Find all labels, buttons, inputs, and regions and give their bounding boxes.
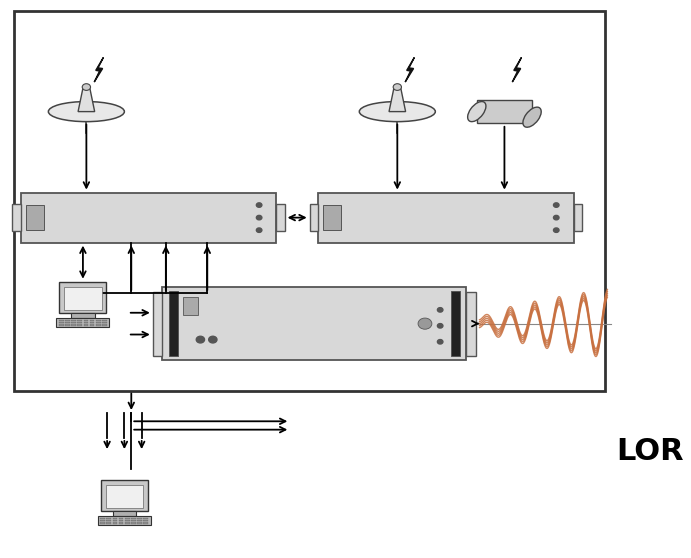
FancyBboxPatch shape [113,518,117,519]
Circle shape [256,228,262,233]
FancyBboxPatch shape [59,322,64,323]
FancyBboxPatch shape [113,522,117,524]
FancyBboxPatch shape [323,205,341,230]
FancyBboxPatch shape [59,282,106,313]
Circle shape [437,324,443,328]
FancyBboxPatch shape [183,297,198,315]
FancyBboxPatch shape [106,518,111,519]
FancyBboxPatch shape [162,287,466,360]
Ellipse shape [523,107,541,127]
FancyBboxPatch shape [144,518,148,519]
FancyBboxPatch shape [131,520,136,521]
FancyBboxPatch shape [57,318,109,326]
Circle shape [553,228,559,233]
FancyBboxPatch shape [77,324,82,326]
Polygon shape [512,57,522,82]
FancyBboxPatch shape [84,320,88,321]
FancyBboxPatch shape [98,516,151,525]
FancyBboxPatch shape [14,11,605,391]
FancyBboxPatch shape [96,322,101,323]
FancyBboxPatch shape [125,520,130,521]
FancyBboxPatch shape [90,320,95,321]
FancyBboxPatch shape [21,193,276,243]
FancyBboxPatch shape [26,205,44,230]
Circle shape [209,336,217,343]
Circle shape [256,215,262,220]
Text: LOR: LOR [616,437,684,466]
FancyBboxPatch shape [310,204,318,232]
Polygon shape [94,57,104,82]
FancyBboxPatch shape [144,520,148,521]
FancyBboxPatch shape [153,292,162,355]
Ellipse shape [48,102,124,122]
Polygon shape [477,100,532,123]
FancyBboxPatch shape [276,204,285,232]
FancyBboxPatch shape [84,324,88,326]
FancyBboxPatch shape [84,322,88,323]
FancyBboxPatch shape [71,313,95,318]
FancyBboxPatch shape [113,520,117,521]
Circle shape [553,215,559,220]
FancyBboxPatch shape [100,520,105,521]
FancyBboxPatch shape [102,322,106,323]
FancyBboxPatch shape [131,522,136,524]
FancyBboxPatch shape [125,518,130,519]
Circle shape [437,307,443,312]
FancyBboxPatch shape [119,520,124,521]
FancyBboxPatch shape [144,522,148,524]
Circle shape [196,336,205,343]
FancyBboxPatch shape [77,322,82,323]
Polygon shape [78,88,95,112]
FancyBboxPatch shape [101,480,148,511]
FancyBboxPatch shape [466,292,476,355]
FancyBboxPatch shape [169,291,178,357]
FancyBboxPatch shape [113,511,136,516]
FancyBboxPatch shape [318,193,574,243]
FancyBboxPatch shape [106,522,111,524]
FancyBboxPatch shape [90,324,95,326]
FancyBboxPatch shape [574,204,582,232]
Circle shape [256,203,262,208]
Circle shape [393,84,401,90]
FancyBboxPatch shape [138,522,142,524]
FancyBboxPatch shape [100,518,105,519]
FancyBboxPatch shape [106,520,111,521]
FancyBboxPatch shape [96,320,101,321]
FancyBboxPatch shape [71,324,76,326]
FancyBboxPatch shape [59,324,64,326]
Circle shape [553,203,559,208]
Circle shape [418,318,432,329]
FancyBboxPatch shape [59,320,64,321]
FancyBboxPatch shape [12,204,21,232]
FancyBboxPatch shape [119,518,124,519]
FancyBboxPatch shape [100,522,105,524]
Polygon shape [405,57,415,82]
FancyBboxPatch shape [451,291,460,357]
Circle shape [437,339,443,344]
FancyBboxPatch shape [71,320,76,321]
FancyBboxPatch shape [125,522,130,524]
FancyBboxPatch shape [65,320,70,321]
Polygon shape [389,88,406,112]
FancyBboxPatch shape [64,287,102,310]
FancyBboxPatch shape [106,485,143,508]
FancyBboxPatch shape [96,324,101,326]
FancyBboxPatch shape [90,322,95,323]
FancyBboxPatch shape [102,324,106,326]
FancyBboxPatch shape [71,322,76,323]
FancyBboxPatch shape [119,522,124,524]
FancyBboxPatch shape [131,518,136,519]
FancyBboxPatch shape [102,320,106,321]
Ellipse shape [359,102,435,122]
Ellipse shape [468,102,486,122]
FancyBboxPatch shape [65,324,70,326]
FancyBboxPatch shape [138,518,142,519]
FancyBboxPatch shape [138,520,142,521]
FancyBboxPatch shape [77,320,82,321]
Circle shape [82,84,91,90]
FancyBboxPatch shape [65,322,70,323]
